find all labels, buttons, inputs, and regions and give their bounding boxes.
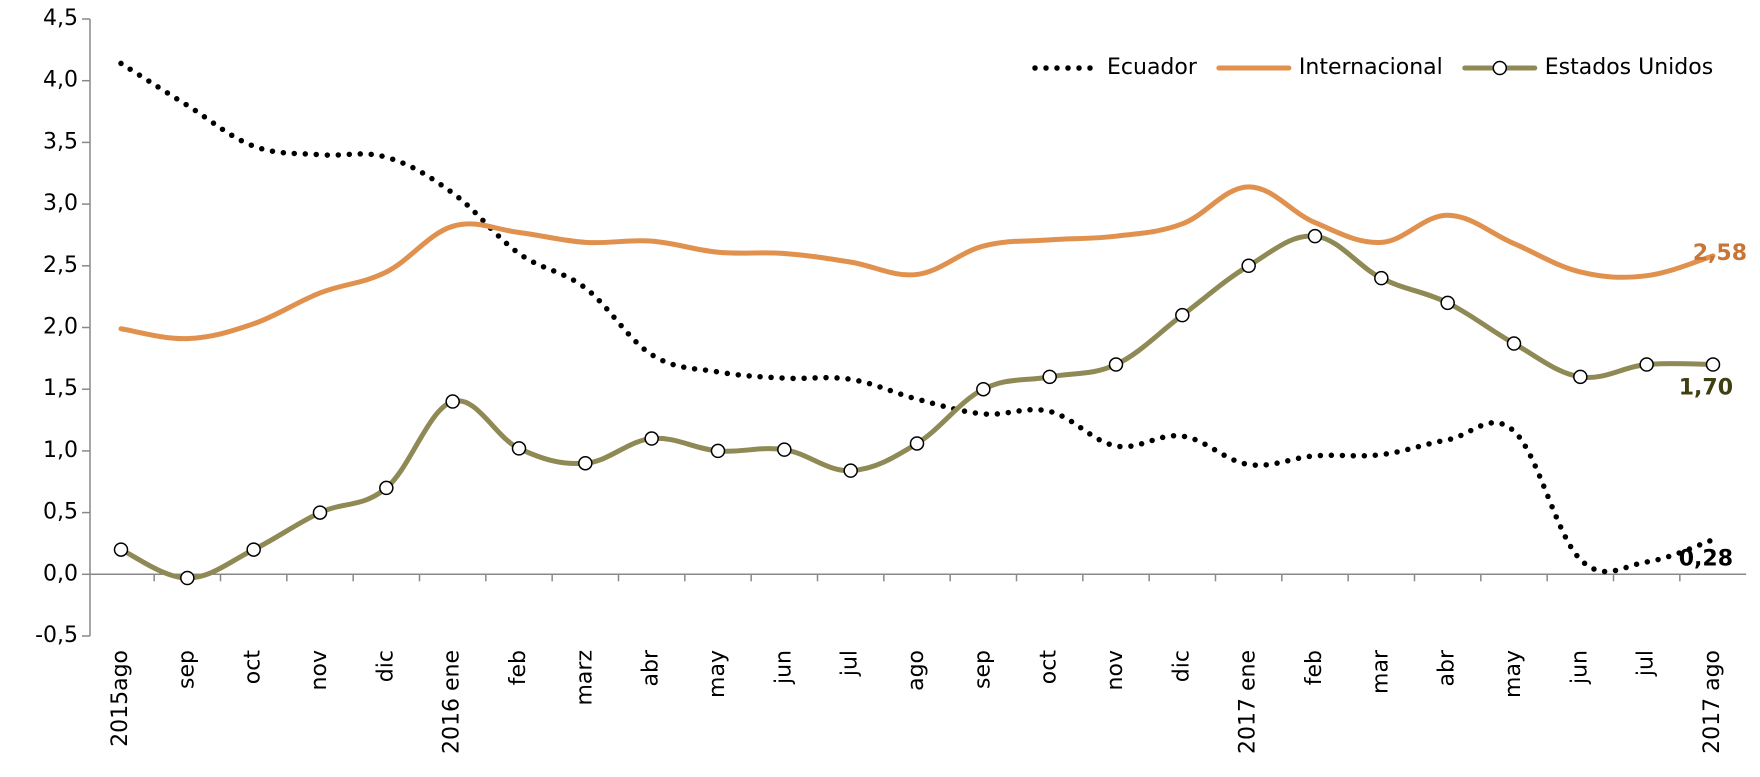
point-marker xyxy=(1440,295,1455,311)
y-tick-label: 1,0 xyxy=(43,438,78,463)
y-tick-label: 2,5 xyxy=(43,253,78,278)
point-marker xyxy=(976,381,991,397)
y-tick-label: 1,5 xyxy=(43,376,78,401)
point-marker xyxy=(246,542,261,557)
x-tick-label: may xyxy=(705,650,730,698)
point-marker xyxy=(1241,258,1256,274)
y-tick-label: 4,0 xyxy=(43,68,78,93)
y-tick-label: 0,5 xyxy=(43,500,78,525)
point-marker xyxy=(1175,307,1190,323)
value-label: 2,58 xyxy=(1693,241,1747,266)
legend-label: Estados Unidos xyxy=(1545,55,1713,80)
series-line xyxy=(118,184,1716,342)
point-marker xyxy=(445,394,460,409)
x-tick-label: feb xyxy=(506,650,531,685)
point-marker xyxy=(180,570,195,586)
x-tick-label: jun xyxy=(1567,650,1592,685)
point-marker xyxy=(1307,228,1323,244)
point-marker xyxy=(1374,270,1389,286)
x-tick-label: oct xyxy=(1037,650,1062,685)
point-marker xyxy=(511,441,527,456)
x-tick-label: ago xyxy=(904,650,929,691)
x-tick-label: 2017 ago xyxy=(1700,650,1725,754)
point-marker xyxy=(843,463,858,478)
x-tick-label: nov xyxy=(1103,650,1128,690)
x-tick-label: mar xyxy=(1368,649,1393,694)
point-marker xyxy=(1639,357,1654,372)
x-tick-label: feb xyxy=(1302,650,1327,685)
x-tick-label: jul xyxy=(1634,650,1659,677)
y-tick-label: 3,5 xyxy=(43,129,78,154)
point-marker xyxy=(909,436,925,451)
x-tick-label: abr xyxy=(1435,649,1460,686)
value-label: 0,28 xyxy=(1679,547,1733,572)
y-tick-label: 0,0 xyxy=(43,561,78,586)
legend-label: Internacional xyxy=(1299,55,1443,80)
x-tick-label: dic xyxy=(1169,650,1194,682)
point-marker xyxy=(1108,357,1124,372)
y-tick-label: 2,0 xyxy=(43,315,78,340)
x-tick-label: marz xyxy=(572,650,597,706)
x-tick-label: sep xyxy=(970,650,995,689)
x-tick-label: abr xyxy=(639,649,664,686)
x-tick-label: jun xyxy=(771,650,796,685)
x-tick-label: nov xyxy=(307,650,332,690)
point-marker xyxy=(379,480,394,496)
point-marker xyxy=(644,431,659,446)
point-marker xyxy=(1705,357,1721,372)
point-marker xyxy=(777,442,792,457)
point-marker xyxy=(578,455,593,471)
point-marker xyxy=(710,443,726,459)
x-tick-label: 2017 ene xyxy=(1236,650,1261,754)
legend-marker xyxy=(1492,60,1508,76)
x-tick-label: oct xyxy=(241,650,266,685)
legend-label: Ecuador xyxy=(1107,55,1198,80)
x-tick-label: dic xyxy=(373,650,398,682)
point-marker xyxy=(113,542,129,557)
x-tick-label: may xyxy=(1501,650,1526,698)
x-tick-label: sep xyxy=(174,650,199,689)
y-tick-label: 3,0 xyxy=(43,191,78,216)
point-marker xyxy=(1042,369,1057,385)
series-line xyxy=(118,233,1716,581)
y-tick-label: -0,5 xyxy=(35,623,78,648)
y-tick-label: 4,5 xyxy=(43,6,78,31)
value-label: 1,70 xyxy=(1679,376,1733,401)
point-marker xyxy=(312,505,328,520)
series-line xyxy=(118,60,1716,575)
x-tick-label: jul xyxy=(838,650,863,677)
point-marker xyxy=(1573,369,1588,385)
x-tick-label: 2016 ene xyxy=(440,650,465,754)
x-tick-label: 2015ago xyxy=(108,650,133,747)
point-marker xyxy=(1506,336,1522,351)
